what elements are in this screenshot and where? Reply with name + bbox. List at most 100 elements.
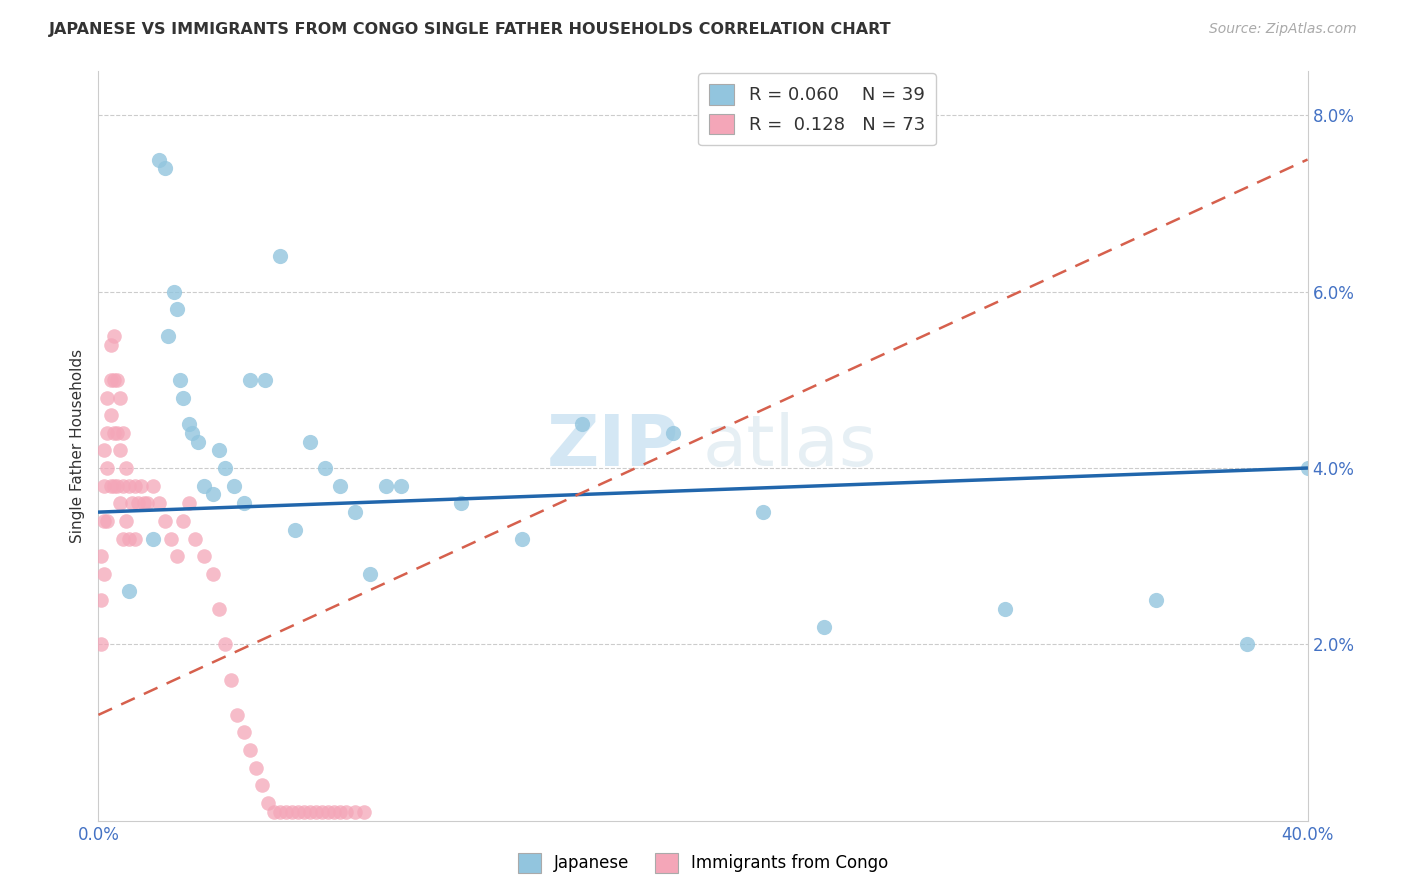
Point	[329, 478, 352, 492]
Point	[160, 532, 183, 546]
Point	[108, 391, 131, 405]
Point	[96, 514, 118, 528]
Point	[239, 373, 262, 387]
Point	[813, 620, 835, 634]
Point	[316, 805, 339, 819]
Point	[179, 417, 201, 431]
Point	[214, 637, 236, 651]
Point	[156, 328, 179, 343]
Point	[571, 417, 593, 431]
Point	[281, 805, 304, 819]
Point	[172, 514, 194, 528]
Point	[105, 373, 128, 387]
Point	[114, 461, 136, 475]
Legend: R = 0.060    N = 39, R =  0.128   N = 73: R = 0.060 N = 39, R = 0.128 N = 73	[699, 73, 936, 145]
Point	[90, 637, 112, 651]
Point	[329, 805, 352, 819]
Point	[124, 478, 146, 492]
Point	[96, 425, 118, 440]
Point	[135, 496, 157, 510]
Point	[153, 161, 176, 176]
Y-axis label: Single Father Households: Single Father Households	[70, 349, 86, 543]
Point	[232, 725, 254, 739]
Point	[93, 478, 115, 492]
Point	[166, 549, 188, 564]
Point	[335, 805, 357, 819]
Point	[253, 373, 276, 387]
Point	[344, 505, 367, 519]
Point	[263, 805, 285, 819]
Point	[374, 478, 396, 492]
Point	[1144, 593, 1167, 607]
Point	[187, 434, 209, 449]
Point	[108, 496, 131, 510]
Point	[124, 532, 146, 546]
Point	[752, 505, 775, 519]
Point	[129, 478, 152, 492]
Point	[105, 425, 128, 440]
Point	[108, 443, 131, 458]
Point	[118, 584, 141, 599]
Text: atlas: atlas	[703, 411, 877, 481]
Point	[214, 461, 236, 475]
Point	[148, 496, 170, 510]
Text: ZIP: ZIP	[547, 411, 679, 481]
Point	[292, 805, 315, 819]
Point	[118, 478, 141, 492]
Point	[153, 514, 176, 528]
Point	[111, 532, 134, 546]
Point	[96, 461, 118, 475]
Point	[105, 478, 128, 492]
Point	[239, 743, 262, 757]
Point	[142, 478, 165, 492]
Point	[100, 408, 122, 422]
Point	[100, 337, 122, 351]
Point	[103, 478, 125, 492]
Point	[90, 593, 112, 607]
Point	[450, 496, 472, 510]
Point	[314, 461, 336, 475]
Point	[305, 805, 328, 819]
Point	[103, 425, 125, 440]
Point	[118, 532, 141, 546]
Point	[202, 487, 225, 501]
Point	[284, 523, 307, 537]
Point	[1236, 637, 1258, 651]
Point	[245, 761, 267, 775]
Point	[148, 153, 170, 167]
Point	[111, 425, 134, 440]
Point	[994, 602, 1017, 616]
Point	[100, 478, 122, 492]
Point	[226, 707, 249, 722]
Point	[103, 373, 125, 387]
Point	[93, 443, 115, 458]
Point	[100, 373, 122, 387]
Point	[96, 391, 118, 405]
Point	[93, 566, 115, 581]
Point	[221, 673, 243, 687]
Point	[142, 532, 165, 546]
Point	[166, 302, 188, 317]
Point	[510, 532, 533, 546]
Point	[1296, 461, 1319, 475]
Point	[202, 566, 225, 581]
Point	[256, 796, 278, 810]
Point	[93, 514, 115, 528]
Point	[132, 496, 155, 510]
Text: JAPANESE VS IMMIGRANTS FROM CONGO SINGLE FATHER HOUSEHOLDS CORRELATION CHART: JAPANESE VS IMMIGRANTS FROM CONGO SINGLE…	[49, 22, 891, 37]
Point	[389, 478, 412, 492]
Point	[232, 496, 254, 510]
Point	[163, 285, 186, 299]
Point	[344, 805, 367, 819]
Point	[181, 425, 204, 440]
Point	[287, 805, 309, 819]
Text: Source: ZipAtlas.com: Source: ZipAtlas.com	[1209, 22, 1357, 37]
Point	[274, 805, 297, 819]
Point	[299, 805, 322, 819]
Point	[661, 425, 683, 440]
Point	[269, 250, 291, 264]
Point	[208, 443, 231, 458]
Point	[323, 805, 346, 819]
Point	[208, 602, 231, 616]
Point	[360, 566, 382, 581]
